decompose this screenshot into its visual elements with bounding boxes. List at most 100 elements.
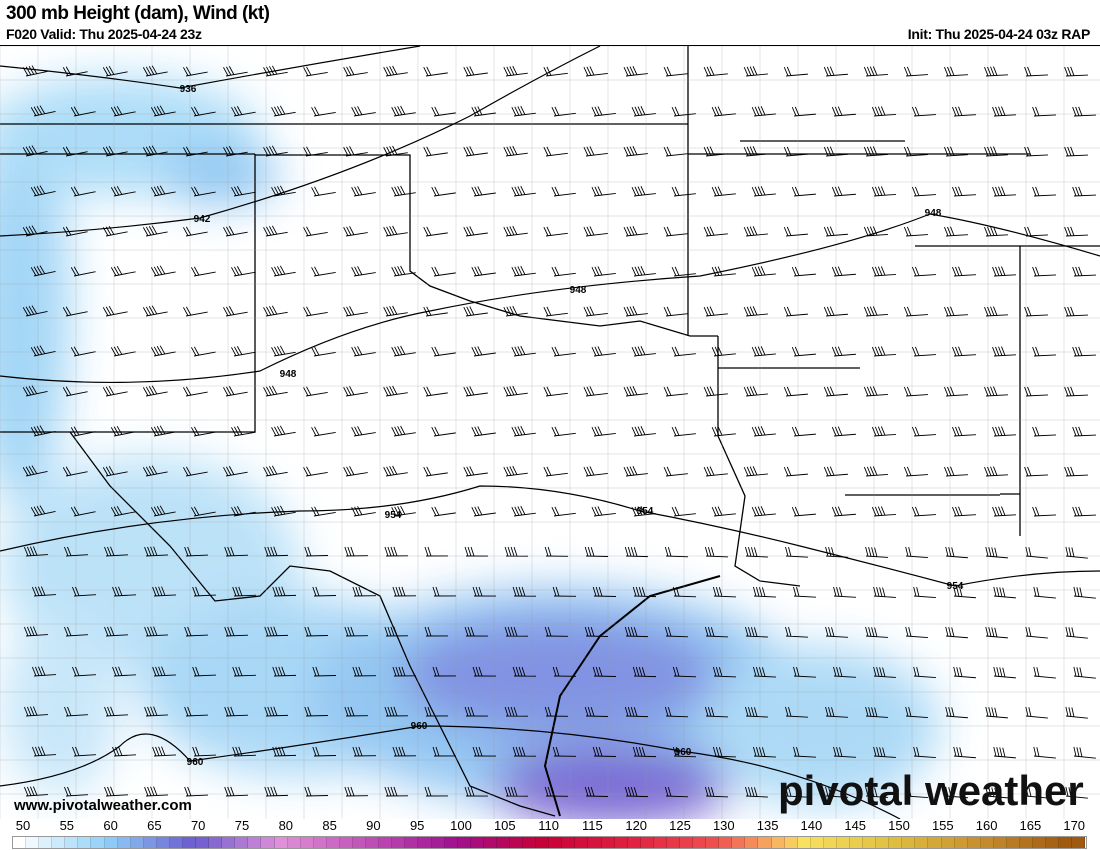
wind-barb: [911, 106, 936, 117]
wind-barb: [905, 706, 928, 719]
map-canvas[interactable]: 936 942 948 948 948 954 954 954 960 960 …: [0, 45, 1100, 819]
wind-barb: [384, 626, 409, 637]
wind-barb: [232, 746, 257, 757]
wind-barb: [583, 226, 608, 237]
wind-barb: [783, 306, 808, 317]
wind-barb: [22, 385, 48, 397]
wind-barb: [671, 266, 696, 277]
wind-barb: [944, 306, 968, 317]
colorbar-cell: [823, 837, 837, 848]
wind-barb: [793, 586, 816, 598]
colorbar-cell: [457, 837, 471, 848]
wind-barb: [993, 586, 1016, 599]
wind-barb: [663, 66, 688, 77]
wind-barb: [383, 385, 408, 397]
wind-barb: [751, 186, 776, 197]
wind-barb: [271, 105, 296, 117]
wind-barb: [424, 706, 449, 717]
colorbar-label: 135: [756, 818, 779, 833]
wind-barb: [104, 706, 128, 717]
brand-logo: pivotal weather: [778, 767, 1084, 814]
colorbar-cell: [248, 837, 262, 848]
wind-barb: [552, 586, 577, 597]
wind-barb: [391, 265, 416, 277]
wind-barb: [471, 426, 496, 437]
wind-barb: [263, 225, 288, 237]
wind-barb: [343, 306, 368, 317]
wind-barb: [623, 385, 648, 397]
wind-barb: [952, 106, 976, 117]
wind-barb: [544, 626, 569, 637]
wind-barb: [423, 386, 448, 397]
wind-barb: [785, 786, 808, 798]
wind-barb: [231, 346, 256, 357]
wind-barb: [1032, 346, 1056, 357]
colorbar-label: 170: [1063, 818, 1086, 833]
colorbar-cell: [366, 837, 380, 848]
wind-barb: [384, 546, 409, 557]
wind-barb: [791, 106, 816, 117]
wind-barb: [22, 145, 48, 157]
wind-barb: [304, 626, 329, 637]
wind-barb: [504, 706, 529, 717]
wind-barb: [463, 386, 488, 397]
wind-barb: [144, 626, 168, 637]
wind-barb: [351, 506, 376, 517]
wind-barb: [303, 306, 328, 317]
wind-barb: [543, 386, 568, 397]
wind-barb: [102, 145, 128, 157]
wind-barb: [144, 786, 168, 797]
wind-barb: [304, 706, 329, 717]
wind-barb: [783, 226, 808, 237]
wind-barb: [992, 426, 1016, 437]
wind-barb: [64, 706, 88, 717]
wind-barb: [64, 626, 88, 637]
wind-barb: [224, 626, 249, 637]
wind-barb: [825, 546, 848, 558]
colorbar-cell: [719, 837, 733, 848]
wind-barb: [192, 666, 216, 677]
wind-barb: [905, 786, 928, 799]
colorbar-cell: [117, 837, 131, 848]
wind-barb: [671, 106, 696, 117]
wind-barb: [183, 66, 208, 77]
wind-barb: [743, 306, 768, 317]
wind-barb: [1065, 546, 1088, 559]
wind-barb: [945, 626, 968, 639]
wind-barb: [913, 586, 936, 599]
wind-barb: [623, 305, 648, 317]
wind-barb: [503, 385, 528, 397]
wind-barb: [831, 266, 856, 277]
wind-barb: [504, 546, 529, 557]
wind-barb: [871, 426, 896, 437]
wind-barb: [985, 786, 1008, 799]
wind-barb: [471, 346, 496, 357]
wind-barb: [1064, 306, 1088, 317]
wind-barb: [150, 505, 176, 517]
contour-label: 936: [180, 84, 197, 95]
wind-barb: [711, 346, 736, 357]
wind-barb: [72, 746, 96, 757]
wind-barb: [833, 666, 856, 678]
wind-barb: [1064, 466, 1088, 477]
colorbar-label: 70: [190, 818, 206, 833]
wind-barb: [104, 546, 128, 557]
contour-label: 948: [280, 369, 297, 380]
wind-barb: [1065, 626, 1088, 639]
wind-barb: [142, 465, 168, 477]
wind-barb: [992, 346, 1016, 357]
wind-barb: [503, 305, 528, 317]
wind-barb: [110, 265, 136, 277]
wind-barb: [952, 186, 976, 197]
colorbar-label: 90: [366, 818, 381, 833]
wind-barb: [22, 65, 48, 77]
colorbar-cell: [902, 837, 916, 848]
wind-barb: [703, 146, 728, 157]
wind-barb: [183, 146, 208, 157]
wind-barb: [591, 186, 616, 197]
wind-barb: [150, 425, 176, 437]
wind-barb: [31, 666, 56, 677]
wind-barb: [743, 466, 768, 477]
wind-barb: [873, 746, 896, 758]
colorbar-cell: [183, 837, 197, 848]
